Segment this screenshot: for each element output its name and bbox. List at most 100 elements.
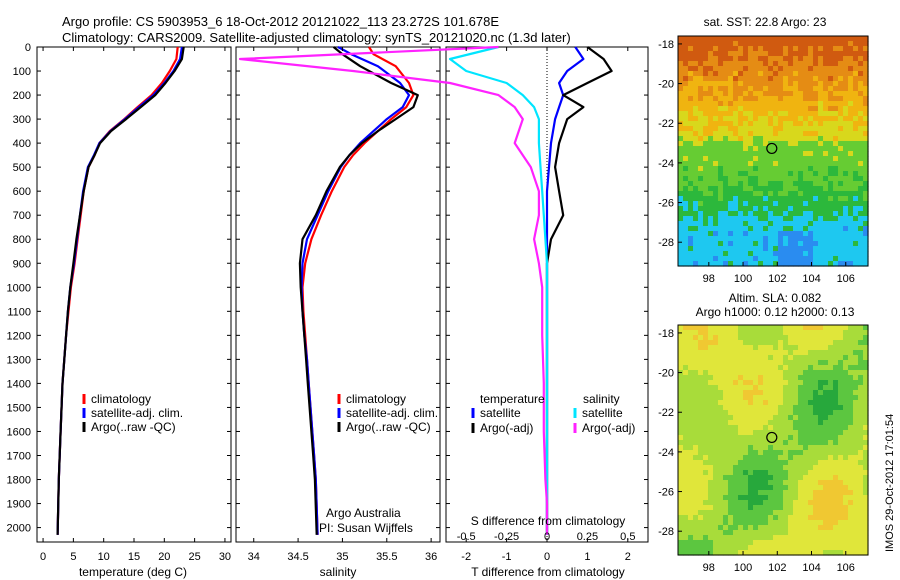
- heatmap-cell: [858, 111, 864, 117]
- heatmap-cell: [683, 450, 689, 456]
- heatmap-cell: [788, 246, 794, 252]
- heatmap-cell: [848, 46, 854, 52]
- heatmap-cell: [713, 405, 719, 411]
- heatmap-cell: [828, 226, 834, 232]
- heatmap-cell: [688, 480, 694, 486]
- heatmap-cell: [703, 445, 709, 451]
- heatmap-cell: [823, 191, 829, 197]
- heatmap-cell: [818, 141, 824, 147]
- heatmap-cell: [738, 445, 744, 451]
- heatmap-cell: [703, 465, 709, 471]
- heatmap-cell: [708, 146, 714, 152]
- map-x-tick-label: 98: [703, 562, 715, 574]
- heatmap-cell: [743, 400, 749, 406]
- heatmap-cell: [688, 520, 694, 526]
- heatmap-cell: [763, 495, 769, 501]
- heatmap-cell: [733, 445, 739, 451]
- heatmap-cell: [753, 520, 759, 526]
- heatmap-cell: [783, 151, 789, 157]
- heatmap-cell: [718, 196, 724, 202]
- heatmap-cell: [718, 151, 724, 157]
- heatmap-cell: [788, 51, 794, 57]
- heatmap-cell: [688, 495, 694, 501]
- heatmap-cell: [723, 505, 729, 511]
- heatmap-cell: [758, 435, 764, 441]
- heatmap-cell: [863, 186, 869, 192]
- heatmap-cell: [858, 206, 864, 212]
- heatmap-cell: [798, 410, 804, 416]
- heatmap-cell: [683, 420, 689, 426]
- heatmap-cell: [823, 520, 829, 526]
- heatmap-cell: [753, 500, 759, 506]
- heatmap-cell: [748, 121, 754, 127]
- heatmap-cell: [833, 540, 839, 546]
- heatmap-cell: [823, 325, 829, 331]
- heatmap-cell: [798, 261, 804, 267]
- heatmap-cell: [693, 540, 699, 546]
- heatmap-cell: [773, 475, 779, 481]
- heatmap-cell: [773, 191, 779, 197]
- heatmap-cell: [813, 51, 819, 57]
- heatmap-cell: [793, 370, 799, 376]
- heatmap-cell: [743, 435, 749, 441]
- heatmap-cell: [758, 340, 764, 346]
- heatmap-cell: [858, 46, 864, 52]
- heatmap-cell: [833, 241, 839, 247]
- heatmap-cell: [718, 46, 724, 52]
- heatmap-cell: [688, 106, 694, 112]
- heatmap-cell: [813, 535, 819, 541]
- heatmap-cell: [678, 490, 684, 496]
- heatmap-cell: [773, 460, 779, 466]
- heatmap-cell: [793, 201, 799, 207]
- heatmap-cell: [803, 66, 809, 72]
- heatmap-cell: [793, 76, 799, 82]
- heatmap-cell: [713, 410, 719, 416]
- heatmap-cell: [698, 475, 704, 481]
- heatmap-cell: [738, 400, 744, 406]
- heatmap-cell: [698, 46, 704, 52]
- heatmap-cell: [718, 530, 724, 536]
- heatmap-cell: [843, 196, 849, 202]
- heatmap-cell: [678, 470, 684, 476]
- heatmap-cell: [813, 161, 819, 167]
- heatmap-cell: [753, 495, 759, 501]
- heatmap-cell: [758, 355, 764, 361]
- heatmap-cell: [748, 345, 754, 351]
- heatmap-cell: [743, 460, 749, 466]
- heatmap-cell: [758, 505, 764, 511]
- heatmap-cell: [843, 500, 849, 506]
- heatmap-cell: [753, 176, 759, 182]
- heatmap-cell: [693, 196, 699, 202]
- heatmap-cell: [788, 430, 794, 436]
- heatmap-cell: [848, 470, 854, 476]
- heatmap-cell: [848, 91, 854, 97]
- depth-tick-label: 2000: [7, 523, 31, 535]
- heatmap-cell: [733, 76, 739, 82]
- heatmap-cell: [788, 161, 794, 167]
- heatmap-cell: [693, 41, 699, 47]
- heatmap-cell: [768, 410, 774, 416]
- heatmap-cell: [723, 46, 729, 52]
- heatmap-cell: [833, 151, 839, 157]
- heatmap-cell: [828, 156, 834, 162]
- heatmap-cell: [793, 111, 799, 117]
- heatmap-cell: [683, 445, 689, 451]
- heatmap-cell: [808, 206, 814, 212]
- heatmap-cell: [743, 395, 749, 401]
- heatmap-cell: [843, 350, 849, 356]
- heatmap-cell: [813, 81, 819, 87]
- heatmap-cell: [808, 51, 814, 57]
- heatmap-cell: [783, 136, 789, 142]
- heatmap-cell: [828, 36, 834, 42]
- heatmap-cell: [768, 420, 774, 426]
- heatmap-cell: [723, 166, 729, 172]
- heatmap-cell: [838, 500, 844, 506]
- heatmap-cell: [848, 246, 854, 252]
- heatmap-cell: [698, 525, 704, 531]
- heatmap-cell: [693, 385, 699, 391]
- heatmap-cell: [708, 500, 714, 506]
- heatmap-cell: [863, 146, 869, 152]
- heatmap-cell: [803, 146, 809, 152]
- heatmap-cell: [838, 201, 844, 207]
- heatmap-cell: [813, 196, 819, 202]
